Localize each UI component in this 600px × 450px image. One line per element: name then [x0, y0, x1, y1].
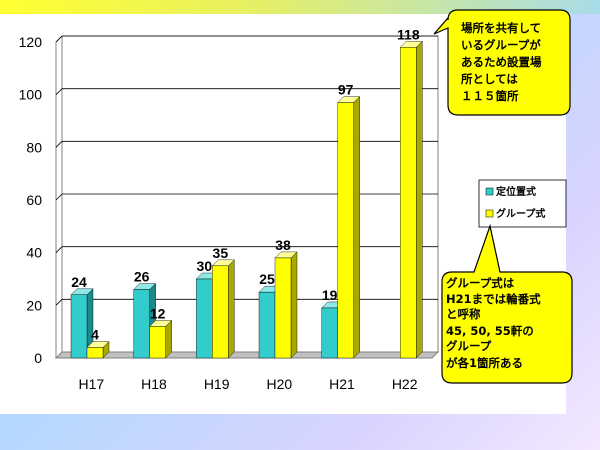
callout-bottom-line-6: が各1箇所ある	[446, 356, 523, 370]
top-accent-strip	[0, 0, 600, 14]
data-label: 38	[275, 237, 291, 253]
callout-top-line-1: 場所を共有して	[461, 21, 541, 35]
x-tick-label: H22	[392, 376, 418, 392]
gridline-depth	[55, 88, 63, 95]
callout-bottom-bubble	[441, 223, 573, 384]
data-label: 12	[150, 305, 166, 321]
x-tick-label: H19	[204, 376, 230, 392]
y-tick-label: 100	[19, 87, 43, 103]
bar	[149, 326, 166, 359]
data-label: 97	[338, 82, 354, 98]
gridline-depth	[55, 141, 63, 148]
bar-side	[353, 96, 360, 359]
callout-bottom-line-5: グループ	[446, 339, 492, 353]
legend-box	[478, 179, 567, 228]
callout-bottom-line-3: と呼称	[446, 307, 481, 321]
bar	[274, 257, 292, 359]
y-tick-label: 40	[26, 245, 42, 261]
callout-top-line-2: いるグループが	[461, 38, 541, 52]
data-label: 25	[259, 271, 275, 287]
bar	[70, 294, 88, 359]
x-tick-label: H20	[266, 376, 292, 392]
x-tick-label: H17	[78, 376, 104, 392]
y-tick-label: 60	[26, 192, 42, 208]
callout-top-line-5: １１５箇所	[461, 89, 519, 103]
plot-floor	[54, 351, 440, 359]
bar	[321, 307, 338, 359]
x-tick-label: H21	[329, 376, 355, 392]
data-label: 26	[134, 269, 150, 285]
gridline-depth	[55, 246, 63, 253]
data-label: 24	[71, 274, 87, 290]
bar	[86, 347, 104, 359]
gridline-depth	[55, 193, 63, 201]
callout-bottom: グループ式は H21までは輪番式 と呼称 45, 50, 55軒の グループ が…	[441, 223, 573, 384]
legend-swatch-series-2	[485, 209, 494, 218]
data-label: 118	[397, 26, 420, 42]
bar-side	[165, 319, 172, 359]
gridline-depth	[55, 35, 63, 43]
y-tick-label: 120	[19, 34, 43, 50]
callout-bottom-line-2: H21までは輪番式	[446, 292, 541, 306]
callout-top-bubble	[433, 9, 571, 116]
legend-swatch-series-1	[485, 187, 494, 196]
bar	[212, 265, 229, 359]
x-tick-label: H18	[141, 376, 167, 392]
bar	[133, 289, 150, 359]
y-tick-label: 20	[26, 297, 42, 313]
legend: 定位置式 グループ式	[478, 179, 567, 228]
callout-top: 場所を共有して いるグループが あるため設置場 所としては １１５箇所	[433, 9, 571, 116]
bar	[337, 102, 354, 359]
callout-top-line-3: あるため設置場	[461, 55, 542, 69]
bar	[196, 278, 213, 359]
legend-label-series-1: 定位置式	[496, 185, 536, 198]
bar	[258, 291, 276, 359]
callout-top-line-4: 所としては	[461, 72, 518, 86]
legend-label-series-2: グループ式	[496, 207, 545, 220]
bar-side	[228, 259, 235, 359]
bar	[400, 47, 417, 359]
y-tick-label: 80	[26, 139, 42, 155]
gridline-depth	[55, 299, 63, 306]
data-label: 4	[91, 326, 99, 342]
callout-bottom-line-1: グループ式は	[446, 276, 515, 290]
data-label: 35	[213, 245, 229, 261]
y-tick-label: 0	[34, 350, 42, 366]
data-label: 19	[322, 287, 338, 303]
data-label: 30	[197, 258, 213, 274]
bar-side	[290, 251, 298, 359]
callout-bottom-line-4: 45, 50, 55軒の	[446, 324, 534, 338]
bar-side	[416, 40, 423, 359]
